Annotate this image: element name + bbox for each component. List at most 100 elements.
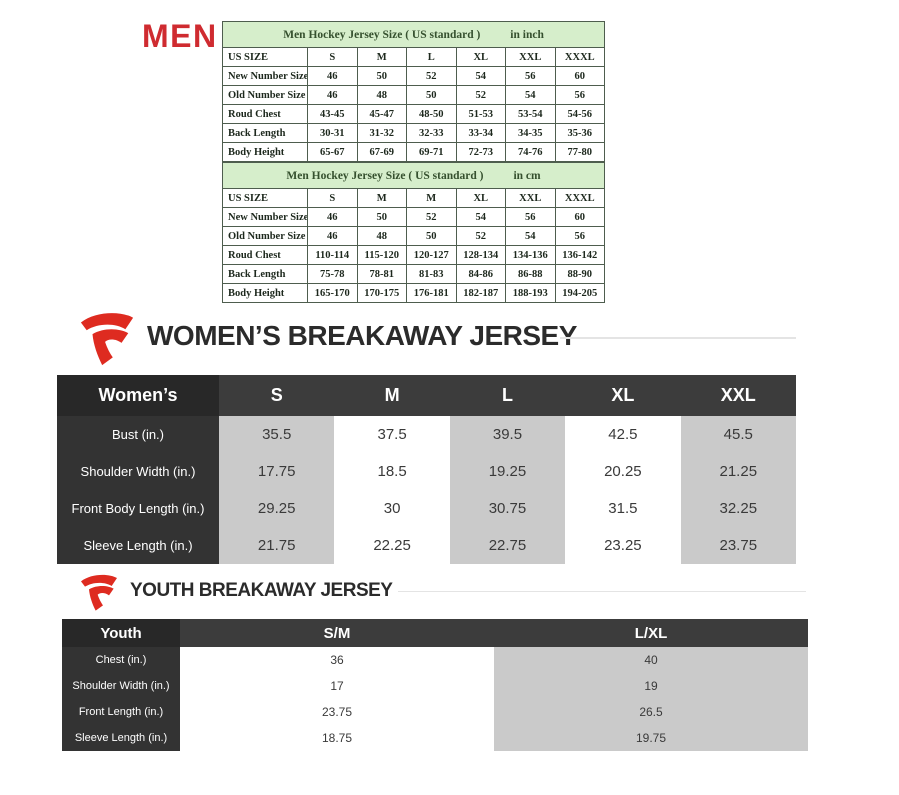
table-title-band: Men Hockey Jersey Size ( US standard ) in… <box>221 162 606 189</box>
value-cell: 86-88 <box>505 264 556 284</box>
row-label: Back Length <box>222 123 308 143</box>
row-label: Front Body Length (in.) <box>57 490 219 527</box>
fanatics-flag-icon <box>81 574 117 611</box>
row-label: Chest (in.) <box>62 647 180 673</box>
value-cell: 34-35 <box>505 123 556 143</box>
value-cell: 45-47 <box>356 104 407 124</box>
table-unit: in inch <box>510 28 544 41</box>
value-cell: 46 <box>307 66 358 86</box>
value-cell: 50 <box>356 66 407 86</box>
value-cell: 60 <box>554 207 606 227</box>
row-label: Body Height <box>222 283 308 303</box>
corner-header: Women’s <box>57 375 219 416</box>
value-cell: 194-205 <box>554 283 606 303</box>
value-cell: 65-67 <box>307 142 358 162</box>
value-cell: 39.5 <box>449 416 566 453</box>
value-cell: 31-32 <box>356 123 407 143</box>
value-cell: 50 <box>406 226 457 246</box>
row-label: Front Length (in.) <box>62 699 180 725</box>
value-cell: 26.5 <box>494 699 808 725</box>
row-label: Back Length <box>222 264 308 284</box>
value-cell: 81-83 <box>406 264 457 284</box>
womens-section-heading: WOMEN’S BREAKAWAY JERSEY <box>147 320 577 351</box>
row-label: Shoulder Width (in.) <box>62 673 180 699</box>
value-cell: 75-78 <box>307 264 358 284</box>
table-row: New Number Size 46 50 52 54 56 60 <box>222 207 606 227</box>
value-cell: 67-69 <box>356 142 407 162</box>
table-row: Old Number Size 46 48 50 52 54 56 <box>222 226 606 246</box>
row-label: New Number Size <box>222 207 308 227</box>
table-row: Back Length 30-31 31-32 32-33 33-34 34-35 35-3… <box>222 123 606 143</box>
value-cell: 120-127 <box>406 245 457 265</box>
table-row: Chest (in.) 36 40 <box>62 647 808 673</box>
value-cell: 30.75 <box>449 490 566 527</box>
value-cell: 19 <box>494 673 808 699</box>
value-cell: 170-175 <box>356 283 407 303</box>
value-cell: 134-136 <box>505 245 556 265</box>
row-label: Bust (in.) <box>57 416 219 453</box>
col-header: S <box>219 375 335 416</box>
value-cell: 19.25 <box>449 453 566 490</box>
table-row: Body Height 165-170 170-175 176-181 182-187 1… <box>222 283 606 303</box>
value-cell: 33-34 <box>455 123 506 143</box>
col-header: M <box>356 188 407 208</box>
col-header: S <box>307 188 358 208</box>
value-cell: 31.5 <box>565 490 681 527</box>
value-cell: 176-181 <box>406 283 457 303</box>
value-cell: 30 <box>334 490 450 527</box>
value-cell: 43-45 <box>307 104 358 124</box>
corner-header: US SIZE <box>222 47 308 67</box>
value-cell: 37.5 <box>334 416 450 453</box>
table-title: Men Hockey Jersey Size ( US standard ) <box>283 28 481 41</box>
value-cell: 40 <box>494 647 808 673</box>
value-cell: 21.25 <box>680 453 796 490</box>
col-header: XL <box>455 188 506 208</box>
value-cell: 84-86 <box>455 264 506 284</box>
value-cell: 22.25 <box>334 527 450 564</box>
value-cell: 56 <box>554 226 606 246</box>
value-cell: 23.75 <box>680 527 796 564</box>
value-cell: 19.75 <box>494 725 808 751</box>
value-cell: 54 <box>455 207 506 227</box>
womens-size-table: Women’s S M L XL XXL Bust (in.) 35.5 37.5 39.5 42.… <box>57 375 796 564</box>
col-header: XXL <box>505 47 556 67</box>
value-cell: 54-56 <box>554 104 606 124</box>
value-cell: 18.75 <box>180 725 494 751</box>
table-row: Roud Chest 110-114 115-120 120-127 128-134 13… <box>222 245 606 265</box>
size-header-row: US SIZE S M L XL XXL XXXL <box>222 47 606 67</box>
value-cell: 46 <box>307 207 358 227</box>
men-section-label: MEN <box>142 18 218 54</box>
table-row: Shoulder Width (in.) 17 19 <box>62 673 808 699</box>
table-row: Body Height 65-67 67-69 69-71 72-73 74-76 77-8… <box>222 142 606 162</box>
col-header: XXXL <box>554 47 606 67</box>
value-cell: 50 <box>356 207 407 227</box>
row-label: Shoulder Width (in.) <box>57 453 219 490</box>
value-cell: 74-76 <box>505 142 556 162</box>
table-unit: in cm <box>513 169 541 182</box>
table-row: Front Length (in.) 23.75 26.5 <box>62 699 808 725</box>
size-header-row: Youth S/M L/XL <box>62 619 808 647</box>
col-header: M <box>406 188 457 208</box>
col-header: S/M <box>180 619 494 647</box>
col-header: L <box>406 47 457 67</box>
value-cell: 48-50 <box>406 104 457 124</box>
row-label: Sleeve Length (in.) <box>57 527 219 564</box>
table-row: Shoulder Width (in.) 17.75 18.5 19.25 20.25 2… <box>57 453 796 490</box>
value-cell: 110-114 <box>307 245 358 265</box>
value-cell: 36 <box>180 647 494 673</box>
col-header: M <box>356 47 407 67</box>
value-cell: 115-120 <box>356 245 407 265</box>
men-size-table-inch: Men Hockey Jersey Size ( US standard ) in… <box>221 21 606 162</box>
value-cell: 29.25 <box>219 490 335 527</box>
value-cell: 46 <box>307 85 358 105</box>
value-cell: 30-31 <box>307 123 358 143</box>
value-cell: 53-54 <box>505 104 556 124</box>
value-cell: 52 <box>406 66 457 86</box>
col-header: XXL <box>505 188 556 208</box>
row-label: Sleeve Length (in.) <box>62 725 180 751</box>
value-cell: 182-187 <box>455 283 506 303</box>
value-cell: 22.75 <box>449 527 566 564</box>
value-cell: 78-81 <box>356 264 407 284</box>
value-cell: 20.25 <box>565 453 681 490</box>
table-title-band: Men Hockey Jersey Size ( US standard ) in… <box>221 21 606 48</box>
